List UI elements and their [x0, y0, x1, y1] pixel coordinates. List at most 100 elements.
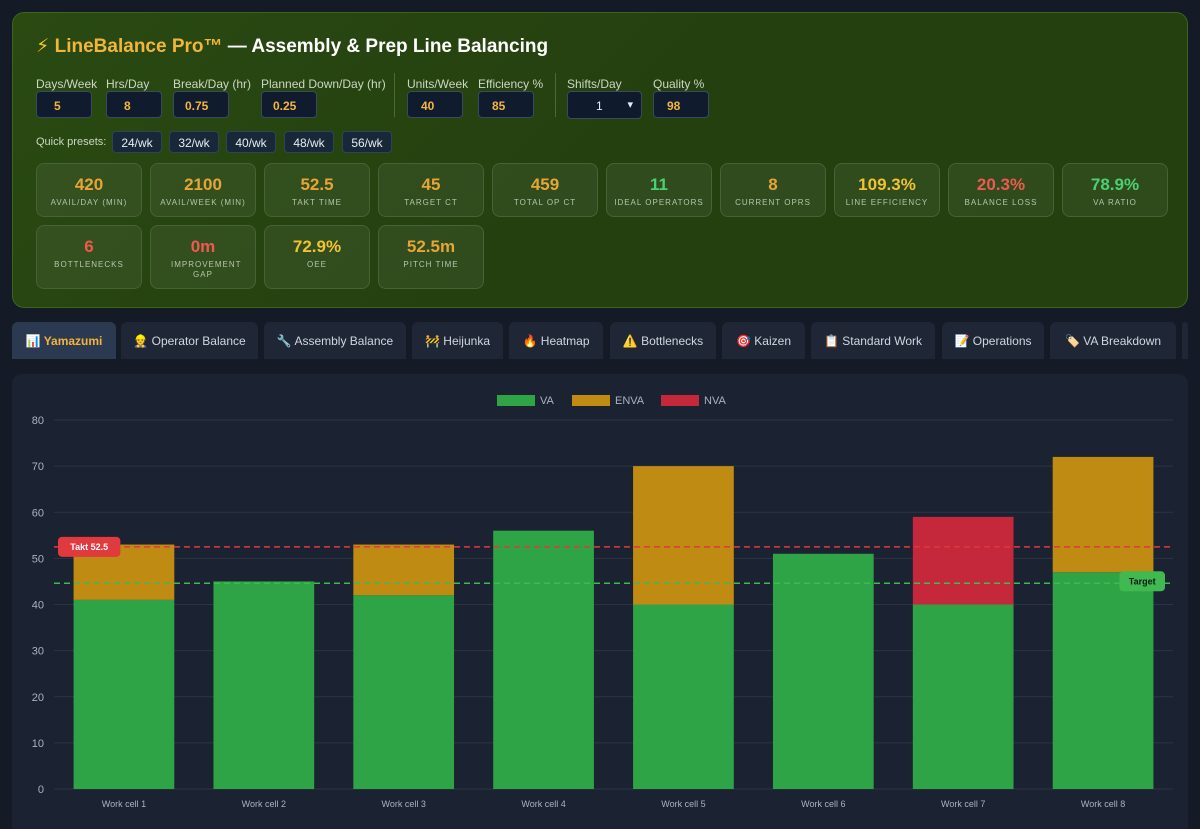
legend-swatch: [572, 395, 610, 406]
tab-label: Operator Balance: [151, 334, 246, 348]
kpi-label: VA RATIO: [1093, 198, 1137, 207]
break-day-input[interactable]: 0.75: [173, 91, 229, 118]
kpi-value: 459: [530, 175, 560, 194]
tab-label: Heatmap: [540, 334, 590, 348]
x-tick-label: Work cell 6: [801, 799, 845, 809]
hrs-day-input[interactable]: 8: [106, 91, 162, 118]
planned-down-input[interactable]: 0.25: [261, 91, 317, 118]
kpi-label: TAKT TIME: [292, 198, 342, 207]
bar-segment-va: [912, 604, 1014, 789]
quality-input[interactable]: 98: [653, 91, 709, 118]
y-tick-label: 0: [38, 784, 44, 796]
shifts-day-select[interactable]: 1 ▾: [567, 91, 642, 119]
bar-segment-va: [493, 530, 594, 789]
barrier-icon: 🚧: [425, 334, 440, 348]
x-tick-label: Work cell 8: [1081, 799, 1125, 809]
preset-button[interactable]: 24/wk: [112, 131, 162, 153]
x-tick-label: Work cell 1: [102, 799, 146, 809]
tab-operations[interactable]: 📝 Operations: [942, 322, 1044, 359]
legend-swatch: [497, 395, 535, 406]
kpi-avail-day: 420 AVAIL/DAY (MIN): [36, 163, 142, 217]
chart-icon: 📊: [25, 334, 41, 348]
units-week-field: Units/Week 40: [407, 77, 468, 118]
kpi-value: 52.5: [300, 175, 334, 194]
x-tick-label: Work cell 5: [661, 799, 705, 809]
kpi-value: 78.9%: [1090, 175, 1140, 194]
reference-line-badge: [58, 536, 121, 557]
tab-label: Bottlenecks: [641, 334, 704, 348]
tab-kaizen[interactable]: 🎯 Kaizen: [722, 322, 805, 359]
memo-icon: 📝: [954, 334, 970, 348]
kpi-balance-loss: 20.3% BALANCE LOSS: [948, 163, 1054, 217]
bar-segment-va: [1052, 572, 1154, 789]
kpi-label: OEE: [307, 260, 327, 269]
kpi-target-ct: 45 TARGET CT: [378, 163, 484, 217]
preset-button[interactable]: 48/wk: [284, 131, 334, 153]
kpi-label: AVAIL/WEEK (MIN): [160, 198, 246, 207]
reference-line-badge: [1119, 571, 1165, 592]
fire-icon: 🔥: [522, 334, 538, 348]
tab-overflow[interactable]: [1182, 322, 1188, 359]
efficiency-input[interactable]: 85: [478, 91, 534, 118]
units-week-input[interactable]: 40: [407, 91, 463, 118]
days-week-input[interactable]: 5: [36, 91, 92, 118]
kpi-label: BALANCE LOSS: [964, 198, 1038, 207]
tab-operator-balance[interactable]: 👷 Operator Balance: [121, 322, 258, 359]
kpi-total-op-ct: 459 TOTAL OP CT: [492, 163, 598, 217]
kpi-label: BOTTLENECKS: [54, 260, 124, 269]
page-subtitle: — Assembly & Prep Line Balancing: [222, 36, 549, 57]
kpi-va-ratio: 78.9% VA RATIO: [1062, 163, 1168, 217]
x-tick-label: Work cell 7: [941, 799, 985, 809]
bar-segment-nva: [912, 516, 1014, 605]
kpi-label: AVAIL/DAY (MIN): [50, 198, 128, 207]
tab-assembly-balance[interactable]: 🔧 Assembly Balance: [264, 322, 406, 359]
control-panel: ⚡ LineBalance Pro™ — Assembly & Prep Lin…: [12, 12, 1188, 308]
kpi-value: 2100: [184, 175, 222, 194]
x-tick-label: Work cell 3: [382, 799, 426, 809]
tab-label: Yamazumi: [43, 334, 103, 348]
y-tick-label: 20: [32, 692, 44, 704]
tab-va-breakdown[interactable]: 🏷️ VA Breakdown: [1050, 322, 1176, 359]
bar-segment-enva: [1052, 456, 1154, 573]
kpi-line-efficiency: 109.3% LINE EFFICIENCY: [834, 163, 940, 217]
efficiency-label: Efficiency %: [478, 77, 544, 91]
hrs-day-label: Hrs/Day: [106, 77, 150, 91]
tab-heijunka[interactable]: 🚧 Heijunka: [412, 322, 503, 359]
tab-label: Standard Work: [842, 334, 923, 348]
preset-button[interactable]: 40/wk: [226, 131, 276, 153]
tab-bottlenecks[interactable]: ⚠️ Bottlenecks: [610, 322, 716, 359]
tab-heatmap[interactable]: 🔥 Heatmap: [509, 322, 603, 359]
x-tick-label: Work cell 4: [521, 799, 565, 809]
kpi-avail-week: 2100 AVAIL/WEEK (MIN): [150, 163, 256, 217]
days-week-field: Days/Week 5: [36, 77, 97, 118]
kpi-current-oprs: 8 CURRENT OPRS: [720, 163, 826, 217]
presets-label: Quick presets:: [36, 136, 107, 148]
tab-standard-work[interactable]: 📋 Standard Work: [811, 322, 935, 359]
planned-down-label: Planned Down/Day (hr): [261, 77, 386, 91]
y-tick-label: 60: [32, 507, 44, 519]
kpi-value: 420: [74, 175, 104, 194]
units-week-label: Units/Week: [407, 77, 469, 91]
planned-down-field: Planned Down/Day (hr) 0.25: [261, 77, 386, 118]
quality-field: Quality % 98: [653, 77, 709, 118]
kpi-label: PITCH TIME: [403, 260, 459, 269]
kpi-label: IDEAL OPERATORS: [614, 198, 704, 207]
reference-line-label: Target: [1129, 576, 1156, 586]
view-tabs: 📊 Yamazumi 👷 Operator Balance 🔧 Assembly…: [12, 322, 1188, 360]
legend-swatch: [661, 395, 699, 406]
bar-segment-enva: [633, 466, 734, 605]
field-divider: [555, 73, 556, 117]
tab-yamazumi[interactable]: 📊 Yamazumi: [12, 322, 116, 359]
bar-segment-enva: [353, 544, 455, 596]
shifts-day-value: 1: [596, 99, 603, 113]
kpi-label: LINE EFFICIENCY: [845, 198, 929, 207]
y-tick-label: 70: [32, 461, 44, 473]
y-tick-label: 80: [32, 415, 44, 427]
legend-label: NVA: [704, 395, 726, 407]
kpi-value: 20.3%: [976, 175, 1026, 194]
x-tick-label: Work cell 2: [242, 799, 286, 809]
clipboard-icon: 📋: [823, 334, 839, 348]
preset-button[interactable]: 32/wk: [169, 131, 219, 153]
page-title: ⚡ LineBalance Pro™ — Assembly & Prep Lin…: [36, 35, 548, 58]
preset-button[interactable]: 56/wk: [342, 131, 392, 153]
